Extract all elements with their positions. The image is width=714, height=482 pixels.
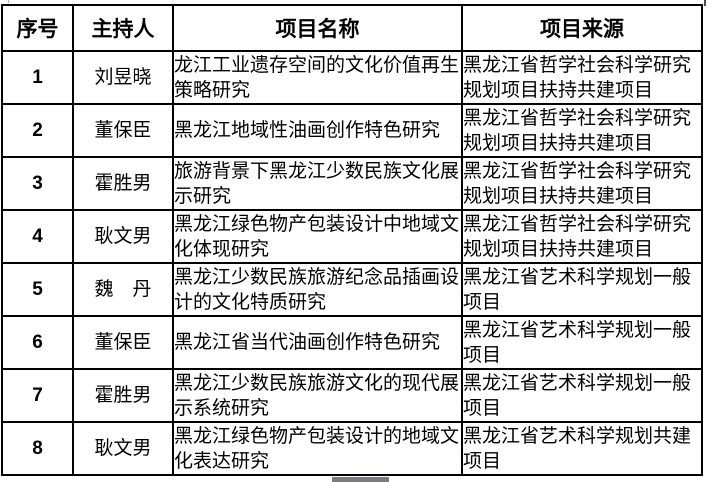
table-row: 2 董保臣 黑龙江地域性油画创作特色研究 黑龙江省哲学社会科学研究规划项目扶持共…	[1, 103, 703, 158]
row-no: 6	[1, 315, 74, 370]
row-no: 2	[1, 103, 74, 158]
row-host: 耿文男	[72, 209, 174, 264]
table-row: 5 魏 丹 黑龙江少数民族旅游纪念品插画设计的文化特质研究 黑龙江省艺术科学规划…	[1, 262, 703, 317]
projects-table: 序号 主持人 项目名称 项目来源 1 刘昱晓 龙江工业遗存空间的文化价值再生策略…	[1, 4, 703, 476]
table-row: 4 耿文男 黑龙江绿色物产包装设计中地域文化体现研究 黑龙江省哲学社会科学研究规…	[1, 209, 703, 264]
ruler-tick	[8, 0, 9, 3]
row-no: 1	[1, 50, 74, 105]
header-row: 序号 主持人 项目名称 项目来源	[1, 4, 703, 52]
row-project-source: 黑龙江省哲学社会科学研究规划项目扶持共建项目	[461, 156, 703, 211]
row-host: 耿文男	[72, 421, 174, 476]
row-project-source: 黑龙江省艺术科学规划一般项目	[461, 368, 703, 423]
table-row: 6 董保臣 黑龙江省当代油画创作特色研究 黑龙江省艺术科学规划一般项目	[1, 315, 703, 370]
scrollbar-thumb[interactable]	[332, 477, 389, 482]
header-project-name: 项目名称	[172, 4, 463, 52]
row-host: 董保臣	[72, 103, 174, 158]
table-row: 1 刘昱晓 龙江工业遗存空间的文化价值再生策略研究 黑龙江省哲学社会科学研究规划…	[1, 50, 703, 105]
row-host: 霍胜男	[72, 368, 174, 423]
row-project-name: 黑龙江省当代油画创作特色研究	[172, 315, 463, 370]
row-host: 魏 丹	[72, 262, 174, 317]
row-project-source: 黑龙江省哲学社会科学研究规划项目扶持共建项目	[461, 103, 703, 158]
row-project-source: 黑龙江省哲学社会科学研究规划项目扶持共建项目	[461, 209, 703, 264]
row-host: 霍胜男	[72, 156, 174, 211]
row-project-source: 黑龙江省艺术科学规划一般项目	[461, 315, 703, 370]
row-project-name: 旅游背景下黑龙江少数民族文化展示研究	[172, 156, 463, 211]
header-project-source: 项目来源	[461, 4, 703, 52]
header-host: 主持人	[72, 4, 174, 52]
page-edge-mark	[704, 0, 706, 6]
row-project-name: 黑龙江少数民族旅游文化的现代展示系统研究	[172, 368, 463, 423]
row-project-name: 黑龙江地域性油画创作特色研究	[172, 103, 463, 158]
row-project-name: 黑龙江绿色物产包装设计中地域文化体现研究	[172, 209, 463, 264]
row-project-source: 黑龙江省艺术科学规划共建项目	[461, 421, 703, 476]
row-no: 7	[1, 368, 74, 423]
row-project-name: 龙江工业遗存空间的文化价值再生策略研究	[172, 50, 463, 105]
header-no: 序号	[1, 4, 74, 52]
table-row: 7 霍胜男 黑龙江少数民族旅游文化的现代展示系统研究 黑龙江省艺术科学规划一般项…	[1, 368, 703, 423]
table-row: 3 霍胜男 旅游背景下黑龙江少数民族文化展示研究 黑龙江省哲学社会科学研究规划项…	[1, 156, 703, 211]
row-host: 董保臣	[72, 315, 174, 370]
row-no: 3	[1, 156, 74, 211]
row-no: 8	[1, 421, 74, 476]
row-no: 4	[1, 209, 74, 264]
row-project-name: 黑龙江绿色物产包装设计的地域文化表达研究	[172, 421, 463, 476]
row-project-name: 黑龙江少数民族旅游纪念品插画设计的文化特质研究	[172, 262, 463, 317]
row-host: 刘昱晓	[72, 50, 174, 105]
row-project-source: 黑龙江省艺术科学规划一般项目	[461, 262, 703, 317]
table-row: 8 耿文男 黑龙江绿色物产包装设计的地域文化表达研究 黑龙江省艺术科学规划共建项…	[1, 421, 703, 476]
row-no: 5	[1, 262, 74, 317]
row-project-source: 黑龙江省哲学社会科学研究规划项目扶持共建项目	[461, 50, 703, 105]
